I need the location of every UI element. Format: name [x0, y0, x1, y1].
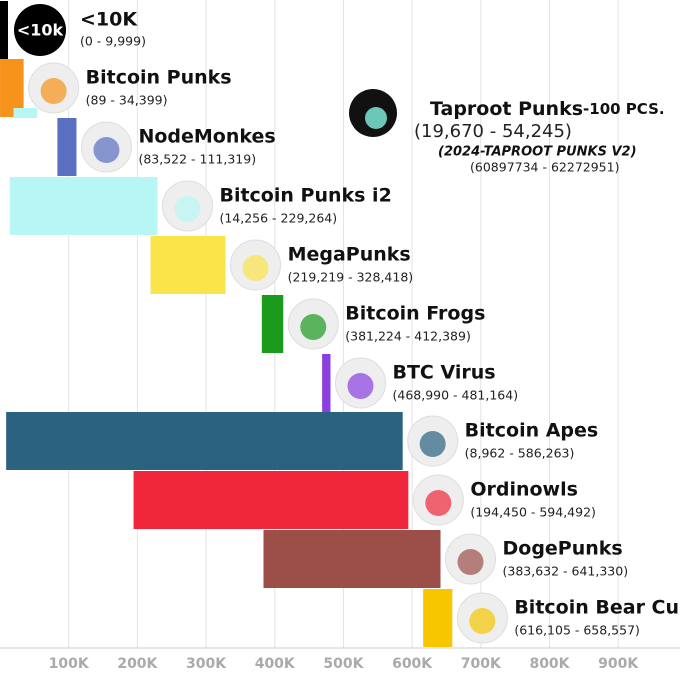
- annotation: (60897734 - 62272951): [470, 160, 619, 175]
- series-name: NodeMonkes: [138, 126, 275, 148]
- bar: [6, 412, 403, 470]
- bar: [261, 295, 284, 353]
- x-tick-label: 200K: [117, 656, 158, 672]
- avatar-face: [300, 314, 327, 340]
- range-label: (0 - 9,999): [80, 34, 146, 49]
- series-name: Bitcoin Bear Cubs: [514, 597, 680, 619]
- range-label: (194,450 - 594,492): [470, 505, 596, 520]
- series-name: Ordinowls: [470, 479, 578, 501]
- series-name: Taproot Punks-100 PCS.: [430, 98, 665, 120]
- series-name: Bitcoin Punks i2: [219, 185, 391, 207]
- bar: [322, 354, 331, 412]
- bar: [13, 108, 38, 118]
- bar: [57, 118, 77, 176]
- avatar-face: [93, 137, 120, 163]
- icon-label: <10k: [17, 21, 64, 40]
- avatar-face: [425, 490, 452, 516]
- x-tick-label: 800K: [529, 656, 570, 672]
- x-tick-label: 900K: [598, 656, 639, 672]
- name-part: Taproot Punks: [430, 98, 583, 120]
- avatar-face: [365, 107, 387, 129]
- series-name: DogePunks: [503, 538, 623, 560]
- x-tick-label: 500K: [323, 656, 364, 672]
- series-name: Bitcoin Apes: [465, 420, 599, 442]
- series-name: MegaPunks: [288, 244, 411, 266]
- avatar-face: [457, 549, 484, 575]
- name-suffix: -100 PCS.: [583, 100, 665, 118]
- range-label: (89 - 34,399): [86, 93, 168, 108]
- icon: [14, 4, 66, 56]
- range-label: (616,105 - 658,557): [514, 623, 640, 638]
- bar: [0, 1, 8, 59]
- x-tick-label: 400K: [255, 656, 296, 672]
- range-label: (14,256 - 229,264): [219, 211, 337, 226]
- series-name: BTC Virus: [392, 362, 495, 384]
- avatar-face: [347, 373, 374, 399]
- range-label: (19,670 - 54,245): [414, 121, 572, 142]
- bar: [0, 59, 24, 117]
- range-label: (383,632 - 641,330): [503, 564, 629, 579]
- x-tick-label: 600K: [392, 656, 433, 672]
- series-name: Bitcoin Frogs: [345, 303, 485, 325]
- range-label: (8,962 - 586,263): [465, 446, 575, 461]
- x-tick-label: 100K: [49, 656, 90, 672]
- avatar-face: [174, 196, 201, 222]
- x-tick-label: 700K: [461, 656, 502, 672]
- bar: [9, 177, 158, 235]
- avatar-face: [40, 78, 67, 104]
- bar: [423, 589, 453, 647]
- bar: [263, 530, 441, 588]
- annotation: (2024-TAPROOT PUNKS V2): [438, 145, 637, 160]
- avatar-face: [469, 608, 496, 634]
- series-name: <10K: [80, 9, 138, 31]
- avatar-face: [242, 255, 269, 281]
- range-label: (468,990 - 481,164): [392, 388, 518, 403]
- x-tick-label: 300K: [186, 656, 227, 672]
- avatar-face: [419, 431, 446, 457]
- bar: [150, 236, 226, 294]
- range-label: (83,522 - 111,319): [138, 152, 256, 167]
- range-label: (381,224 - 412,389): [345, 329, 471, 344]
- bar: [133, 471, 409, 529]
- range-label: (219,219 - 328,418): [288, 270, 414, 285]
- series-name: Bitcoin Punks: [86, 67, 232, 89]
